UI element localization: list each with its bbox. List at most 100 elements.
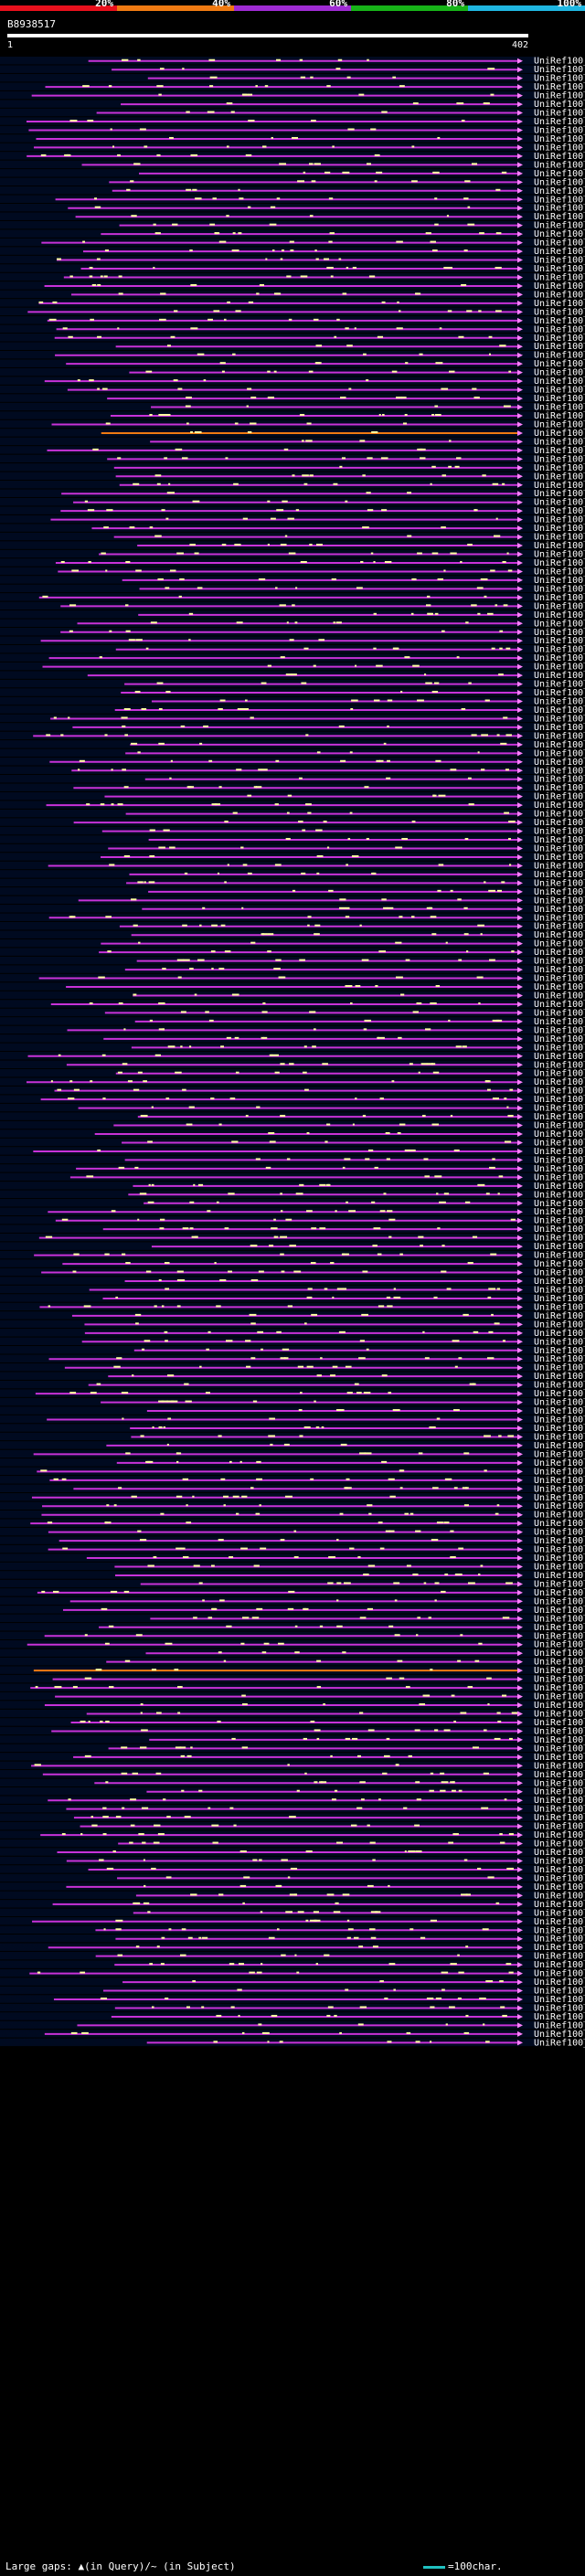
hit-end-arrow	[517, 923, 523, 929]
hit-identity-mark	[345, 327, 349, 330]
hit-identity-mark	[346, 1201, 348, 1203]
hit-end-arrow	[517, 1070, 523, 1076]
hit-identity-mark	[370, 1936, 377, 1939]
hit-identity-mark	[381, 301, 386, 303]
hit-identity-mark	[406, 2031, 411, 2034]
hit-identity-mark	[294, 1651, 300, 1654]
hit-identity-mark	[411, 821, 416, 823]
hit-identity-mark	[261, 2031, 270, 2034]
hit-identity-mark	[69, 630, 73, 632]
hit-identity-mark	[309, 1919, 317, 1922]
hit-end-arrow	[517, 1062, 523, 1068]
hit-identity-mark	[448, 1019, 451, 1022]
hit-identity-mark	[295, 1193, 303, 1195]
hit-identity-mark	[69, 1080, 73, 1083]
hit-identity-mark	[367, 457, 373, 460]
hit-identity-mark	[121, 1392, 129, 1394]
hit-identity-mark	[137, 881, 144, 884]
hit-identity-mark	[464, 180, 471, 183]
hit-identity-mark	[489, 959, 495, 961]
hit-identity-mark	[473, 1330, 479, 1333]
hit-identity-mark	[186, 422, 189, 425]
hit-identity-mark	[223, 1495, 229, 1498]
hit-identity-mark	[325, 1183, 330, 1186]
hit-identity-mark	[472, 1746, 479, 1749]
hit-label: UniRef100_C7Z9J0	[534, 1571, 585, 1581]
hit-identity-mark	[160, 1218, 165, 1221]
hit-identity-mark	[349, 751, 353, 754]
hit-identity-mark	[400, 993, 405, 996]
hit-end-arrow	[517, 690, 523, 696]
hit-identity-mark	[388, 1218, 396, 1221]
hit-identity-mark	[208, 759, 213, 762]
hit-end-arrow	[517, 429, 523, 436]
hit-end-arrow	[517, 1087, 523, 1094]
hit-identity-mark	[501, 171, 507, 174]
hit-identity-mark	[137, 1218, 140, 1221]
hit-identity-mark	[452, 1833, 459, 1836]
hit-identity-mark	[434, 197, 438, 200]
hit-identity-mark	[162, 968, 166, 970]
hit-identity-mark	[299, 1183, 304, 1186]
hit-identity-mark	[489, 1166, 495, 1169]
hit-label: UniRef100_B9ML62	[534, 705, 585, 716]
hit-identity-mark	[273, 370, 277, 373]
hit-identity-mark	[236, 1512, 239, 1515]
hit-identity-mark	[351, 854, 359, 857]
hit-end-arrow	[517, 811, 523, 817]
hit-identity-mark	[306, 1296, 313, 1299]
hit-identity-mark	[186, 1504, 188, 1507]
hit-identity-mark	[245, 699, 248, 702]
hit-identity-mark	[424, 673, 427, 676]
hit-identity-mark	[215, 803, 221, 806]
hit-identity-mark	[431, 1063, 436, 1065]
hit-identity-mark	[57, 1088, 62, 1091]
hit-identity-mark	[316, 1686, 322, 1689]
hit-identity-mark	[310, 1478, 314, 1480]
hit-identity-mark	[267, 2041, 270, 2043]
hit-identity-mark	[505, 1963, 512, 1966]
hit-identity-mark	[181, 1789, 185, 1792]
hit-label: UniRef100_B8BP19	[534, 1017, 585, 1027]
hit-identity-mark	[70, 916, 76, 918]
hit-identity-mark	[485, 1980, 494, 1983]
hit-identity-mark	[261, 1651, 267, 1654]
hit-identity-mark	[466, 950, 469, 953]
hit-identity-mark	[367, 1564, 376, 1567]
hit-identity-mark	[50, 1080, 53, 1083]
hit-label: UniRef100_A1C3V1	[534, 1077, 585, 1087]
hit-identity-mark	[316, 1659, 322, 1662]
hit-identity-mark	[490, 569, 495, 572]
hit-end-arrow	[517, 1459, 523, 1466]
hit-identity-mark	[156, 482, 161, 485]
hit-label: UniRef100_P10495	[534, 1224, 585, 1235]
hit-end-arrow	[517, 1650, 523, 1657]
hit-identity-mark	[404, 656, 410, 659]
hit-identity-mark	[147, 1564, 154, 1567]
hit-label: UniRef100_Q9M070	[534, 731, 585, 741]
hit-label: UniRef100_B9NB14	[534, 1761, 585, 1771]
hit-end-arrow	[517, 1486, 523, 1492]
hit-identity-mark	[324, 171, 331, 174]
hit-label: UniRef100_B4U7B3	[534, 878, 585, 888]
hit-identity-mark	[483, 1729, 487, 1732]
hit-identity-mark	[68, 335, 73, 338]
hit-identity-mark	[416, 1002, 422, 1004]
hit-end-arrow	[517, 473, 523, 480]
hit-identity-mark	[314, 1781, 318, 1784]
hit-label: UniRef100_B9FSY8	[534, 1104, 585, 1114]
hit-identity-mark	[396, 240, 403, 243]
hit-end-arrow	[517, 1832, 523, 1839]
hit-identity-mark	[477, 612, 481, 615]
hit-identity-mark	[265, 1166, 271, 1169]
hit-label: UniRef100_UP1000..	[534, 1346, 585, 1356]
hit-identity-mark	[80, 1971, 86, 1974]
hit-identity-mark	[112, 145, 115, 148]
hit-identity-mark	[450, 552, 457, 555]
hit-identity-mark	[297, 1365, 304, 1368]
hit-end-arrow	[517, 1122, 523, 1129]
hit-identity-mark	[188, 1045, 192, 1048]
hit-identity-mark	[186, 188, 192, 191]
hit-identity-mark	[276, 1330, 282, 1333]
hit-label: UniRef100_Q08529	[534, 1865, 585, 1875]
